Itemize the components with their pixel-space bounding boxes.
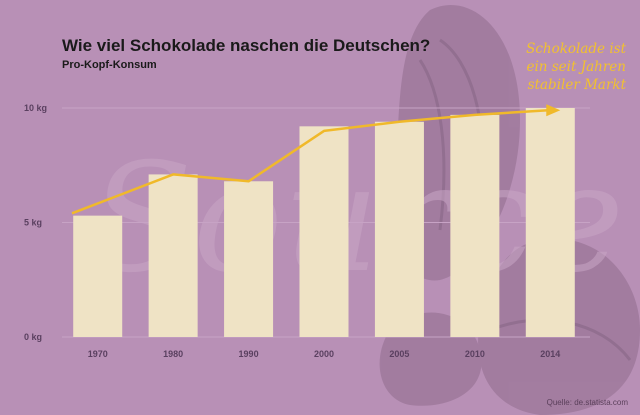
x-tick-label: 1980: [163, 349, 183, 359]
trend-line: [71, 104, 561, 215]
x-tick-label: 2014: [540, 349, 560, 359]
trend-arrow-head: [546, 104, 561, 117]
annotation-line: stabiler Markt: [527, 77, 626, 93]
bar-1970: [73, 215, 123, 337]
trend-line-path: [71, 109, 549, 215]
y-tick-label: 5 kg: [24, 218, 42, 228]
y-tick-label: 10 kg: [24, 103, 47, 113]
annotation-text: Schokolade ist ein seit Jahren stabiler …: [476, 40, 626, 94]
annotation-line: Schokolade ist: [526, 41, 626, 57]
x-tick-label: 2005: [389, 349, 409, 359]
x-tick-label: 1990: [239, 349, 259, 359]
bar-2010: [450, 114, 500, 338]
y-tick-label: 0 kg: [24, 332, 42, 342]
y-axis-labels: 0 kg 5 kg 10 kg: [24, 103, 47, 342]
x-axis-labels: 1970 1980 1990 2000 2005 2010 2014: [88, 349, 561, 359]
x-tick-label: 1970: [88, 349, 108, 359]
chart-subtitle: Pro-Kopf-Konsum: [62, 59, 157, 71]
bar-2005: [374, 121, 424, 338]
source-credit: Quelle: de.statista.com: [546, 398, 628, 407]
annotation-line: ein seit Jahren: [526, 59, 626, 75]
bar-2014: [525, 108, 575, 337]
bar-1990: [224, 181, 274, 337]
bar-2000: [299, 126, 349, 337]
chart-title: Wie viel Schokolade naschen die Deutsche…: [62, 36, 431, 55]
bars: [73, 108, 575, 338]
bar-1980: [148, 174, 198, 337]
x-tick-label: 2010: [465, 349, 485, 359]
x-tick-label: 2000: [314, 349, 334, 359]
